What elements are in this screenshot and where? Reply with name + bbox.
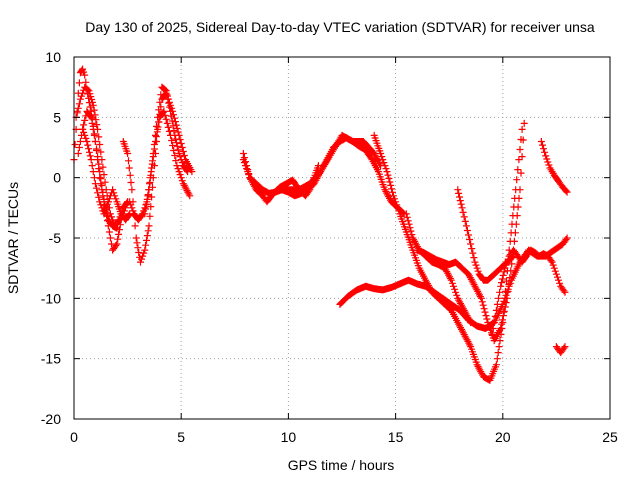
series-arc10 <box>274 131 385 194</box>
y-tick-label: -15 <box>41 351 61 367</box>
x-tick-label: 15 <box>388 429 404 445</box>
grid-lines <box>74 57 610 419</box>
plus-marker <box>141 83 192 218</box>
y-tick-label: -20 <box>41 411 61 427</box>
x-axis-title: GPS time / hours <box>288 457 395 473</box>
series-arc16 <box>488 246 569 338</box>
chart-title: Day 130 of 2025, Sidereal Day-to-day VTE… <box>85 19 595 35</box>
y-tick-label: -5 <box>49 230 62 246</box>
y-tick-label: 5 <box>53 109 61 125</box>
y-tick-label: -10 <box>41 290 61 306</box>
series-arc7 <box>141 83 192 218</box>
y-tick-label: 10 <box>45 49 61 65</box>
x-tick-label: 25 <box>602 429 618 445</box>
x-tick-label: 10 <box>281 429 297 445</box>
data-series <box>70 65 571 384</box>
x-tick-label: 20 <box>495 429 511 445</box>
series-arc4 <box>79 125 134 224</box>
plus-marker <box>488 246 569 338</box>
plus-marker <box>552 343 569 357</box>
x-tick-label: 0 <box>70 429 78 445</box>
x-tick-label: 5 <box>177 429 185 445</box>
series-arc18 <box>552 343 569 357</box>
y-axis-title: SDTVAR / TECUs <box>5 182 21 294</box>
y-tick-label: 0 <box>53 170 61 186</box>
series-arc9 <box>239 134 408 218</box>
axis-ticks: 0 5 10 15 20 25 -20 -15 -10 -5 0 5 10 <box>41 49 618 445</box>
plus-marker <box>274 131 385 194</box>
plus-marker <box>537 138 571 196</box>
plus-marker <box>79 125 134 224</box>
plus-marker <box>239 134 408 218</box>
series-arc17 <box>537 138 571 196</box>
